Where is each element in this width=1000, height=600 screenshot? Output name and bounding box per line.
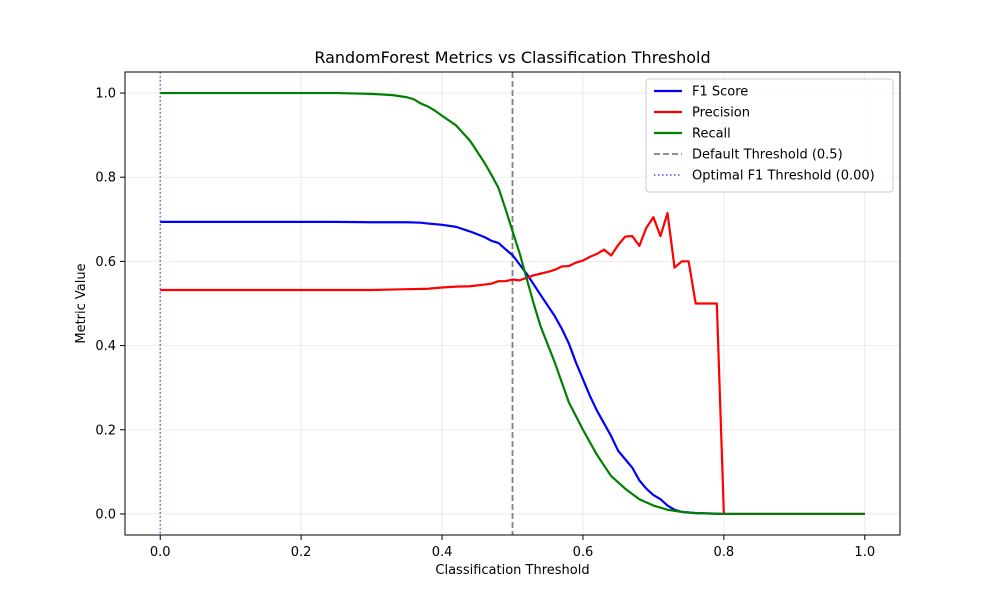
legend: F1 Score Precision Recall Default Threshold…	[645, 78, 894, 193]
plot-frame	[124, 71, 901, 536]
y-tick-label: 0.2	[95, 423, 116, 438]
x-tick-label: 0.8	[714, 545, 735, 560]
reference-lines	[159, 72, 514, 535]
legend-label: Recall	[692, 127, 731, 142]
x-tick-label: 0.2	[291, 545, 312, 560]
x-tick-label: 0.4	[432, 545, 453, 560]
y-tick-label: 0.8	[95, 171, 116, 186]
x-tick-label: 0.6	[573, 545, 594, 560]
legend-label: Precision	[692, 106, 750, 121]
chart-title: RandomForest Metrics vs Classification T…	[314, 48, 710, 67]
legend-label: Optimal F1 Threshold (0.00)	[692, 169, 875, 184]
f1-score-series-line	[160, 220, 865, 516]
x-tick-label: 0.0	[150, 545, 171, 560]
legend-box	[645, 78, 894, 193]
legend-label: Default Threshold (0.5)	[692, 148, 843, 163]
x-tick-label: 1.0	[854, 545, 875, 560]
y-tick-label: 0.0	[95, 507, 116, 522]
y-tick-label: 1.0	[95, 87, 116, 102]
precision-series-line	[160, 211, 865, 516]
y-tick-label: 0.6	[95, 255, 116, 270]
series-lines	[160, 91, 865, 516]
recall-series-line	[160, 91, 865, 516]
axis-ticks: 0.0 0.2 0.4 0.6 0.8 1.0 0.0 0.2 0.4 0.6 0.8 1.0	[95, 87, 875, 560]
x-axis-label: Classification Threshold	[435, 563, 589, 578]
y-tick-label: 0.4	[95, 339, 116, 354]
y-axis-label: Metric Value	[74, 263, 89, 343]
legend-label: F1 Score	[692, 85, 748, 100]
